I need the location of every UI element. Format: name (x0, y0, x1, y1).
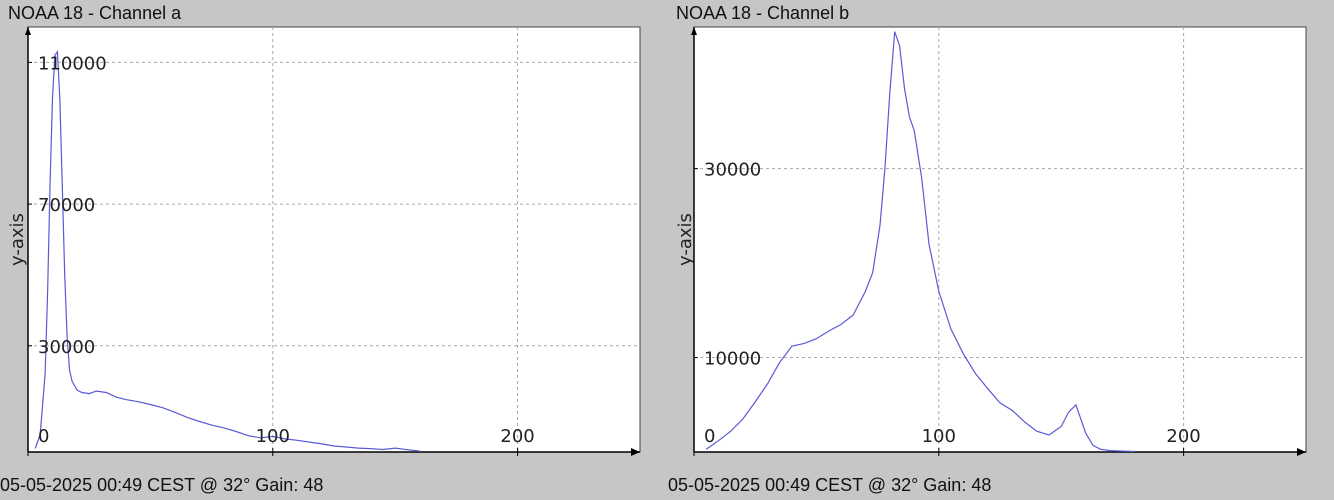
x-tick-label: 100 (922, 426, 956, 447)
plot-area (27, 26, 641, 453)
chart-title: NOAA 18 - Channel b (676, 3, 850, 23)
y-tick-label: 70000 (38, 195, 95, 216)
x-tick-label: 200 (500, 426, 534, 447)
status-footer: 05-05-2025 00:49 CEST @ 32° Gain: 48 (0, 475, 324, 495)
y-axis-arrow (25, 27, 31, 35)
chart-panel-channel-a: NOAA 18 - Channel a 0 100 200 30000 70000 110… (0, 0, 660, 500)
y-axis-arrow (691, 27, 697, 35)
series-line (705, 31, 1135, 453)
x-tick-label: 0 (38, 426, 49, 447)
x-tick-label: 0 (704, 426, 715, 447)
chart-plot-channel-a: 0 100 200 30000 70000 110000 y-axis (7, 26, 641, 456)
chart-plot-channel-b: 0 100 200 10000 30000 y-axis (675, 26, 1307, 456)
y-tick-label: 30000 (704, 160, 761, 181)
x-axis-arrow (631, 448, 640, 456)
y-axis-label: y-axis (675, 213, 696, 266)
y-tick-label: 10000 (704, 349, 761, 370)
status-footer: 05-05-2025 00:49 CEST @ 32° Gain: 48 (668, 475, 992, 495)
y-tick-label: 30000 (38, 337, 95, 358)
x-tick-label: 200 (1166, 426, 1200, 447)
x-axis-arrow (1297, 448, 1306, 456)
chart-title: NOAA 18 - Channel a (8, 3, 182, 23)
y-axis-label: y-axis (7, 213, 28, 266)
chart-panel-channel-b: NOAA 18 - Channel b 0 100 200 10000 30000 y-a… (668, 0, 1328, 500)
y-tick-label: 110000 (38, 53, 107, 74)
x-tick-label: 100 (256, 426, 290, 447)
series-line (34, 50, 420, 452)
plot-area (693, 26, 1307, 453)
